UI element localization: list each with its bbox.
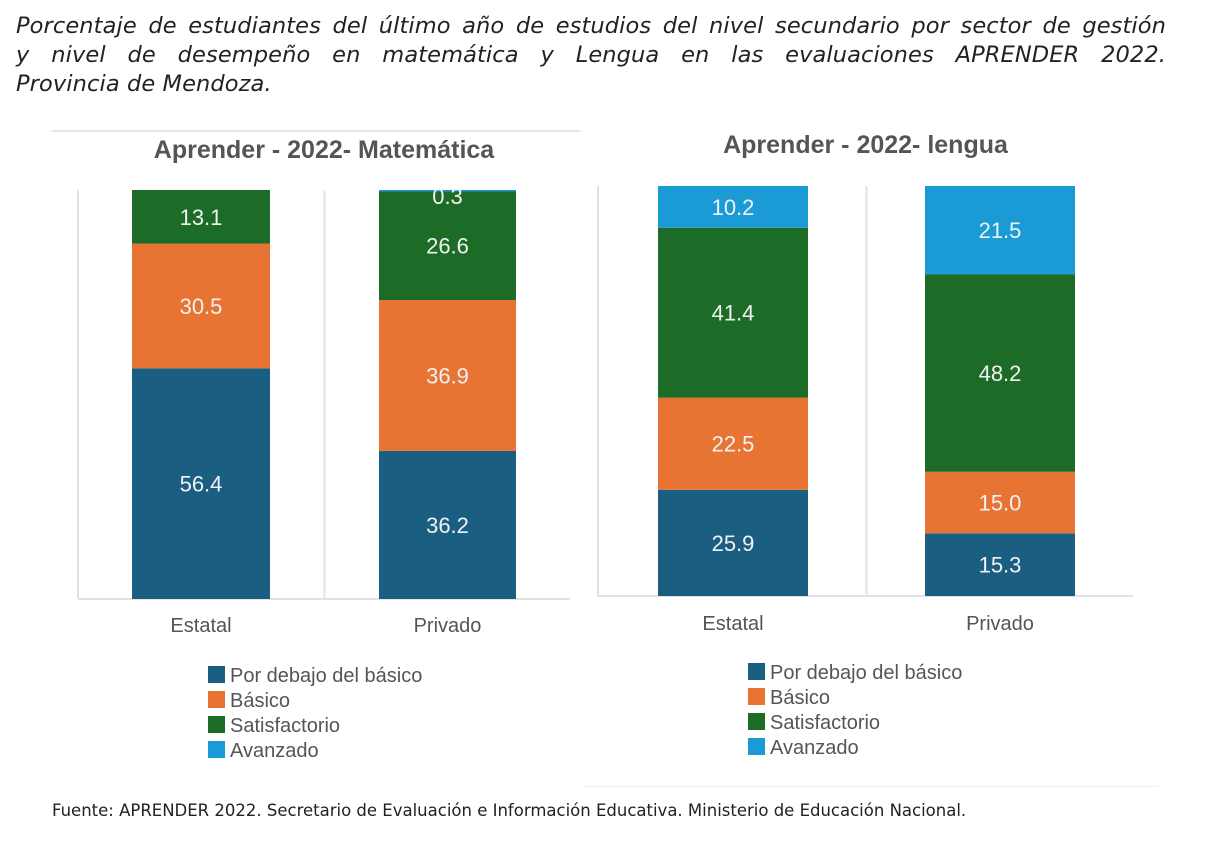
bar-segment (658, 397, 808, 490)
chart-matematica: Aprender - 2022- Matemática 56.4 30.5 13.1 E… (77, 136, 570, 762)
legend-swatch (748, 738, 765, 755)
bar-segment (132, 243, 270, 369)
bar-segment (132, 190, 270, 244)
data-label: 56.4 (180, 472, 223, 497)
chart-title: Aprender - 2022- lengua (723, 131, 1009, 159)
bar-segment (658, 227, 808, 398)
legend-label: Básico (230, 690, 290, 712)
data-label: 0.3 (432, 184, 463, 209)
data-label: 15.3 (979, 553, 1022, 578)
legend-swatch (208, 691, 225, 708)
bar-segment (925, 186, 1075, 275)
chart-lengua: Aprender - 2022- lengua 25.9 22.5 41.4 10.2 E… (597, 131, 1133, 759)
legend-swatch (748, 688, 765, 705)
caption-line-2: y nivel de desempeño en matemática y Len… (16, 42, 1166, 68)
chart-title: Aprender - 2022- Matemática (154, 136, 496, 164)
bar-segment (379, 190, 516, 192)
x-tick-label: Estatal (702, 613, 763, 635)
x-tick-label: Estatal (170, 615, 231, 637)
data-label: 22.5 (712, 432, 755, 457)
bar-segment (379, 300, 516, 451)
data-label: 36.9 (426, 363, 469, 388)
caption-line-1: Porcentaje de estudiantes del último año… (16, 13, 1166, 39)
legend-label: Básico (770, 687, 830, 709)
figure-caption: Porcentaje de estudiantes del último año… (16, 12, 1166, 99)
legend-label: Avanzado (230, 740, 319, 762)
bar-segment (658, 186, 808, 228)
legend-swatch (748, 663, 765, 680)
data-label: 41.4 (712, 301, 755, 326)
data-label: 48.2 (979, 361, 1022, 386)
legend-label: Avanzado (770, 737, 859, 759)
legend-swatch (208, 666, 225, 683)
legend-label: Por debajo del básico (230, 665, 422, 687)
data-label: 30.5 (180, 294, 223, 319)
bar-segment (925, 533, 1075, 596)
data-label: 26.6 (426, 234, 469, 259)
bar-segment (379, 191, 516, 301)
caption-line-3: Provincia de Mendoza. (16, 71, 272, 97)
data-label: 13.1 (180, 205, 223, 230)
bar-segment (925, 274, 1075, 472)
bar-segment (132, 368, 270, 599)
legend-swatch (208, 716, 225, 733)
data-label: 10.2 (712, 195, 755, 220)
bar-segment (379, 450, 516, 599)
data-label: 25.9 (712, 531, 755, 556)
legend-swatch (208, 741, 225, 758)
legend-label: Por debajo del básico (770, 662, 962, 684)
data-label: 36.2 (426, 513, 469, 538)
bar-segment (658, 489, 808, 596)
source-note: Fuente: APRENDER 2022. Secretario de Eva… (52, 801, 967, 820)
x-tick-label: Privado (414, 615, 482, 637)
bar-segment (925, 471, 1075, 534)
data-label: 21.5 (979, 218, 1022, 243)
x-tick-label: Privado (966, 613, 1034, 635)
legend-label: Satisfactorio (770, 712, 880, 734)
legend-swatch (748, 713, 765, 730)
data-label: 15.0 (979, 491, 1022, 516)
legend-label: Satisfactorio (230, 715, 340, 737)
chart-panel-matematica: Aprender - 2022- Matemática 56.4 30.5 13.1 E… (52, 130, 580, 780)
chart-panel-lengua: Aprender - 2022- lengua 25.9 22.5 41.4 10.2 E… (583, 130, 1158, 787)
